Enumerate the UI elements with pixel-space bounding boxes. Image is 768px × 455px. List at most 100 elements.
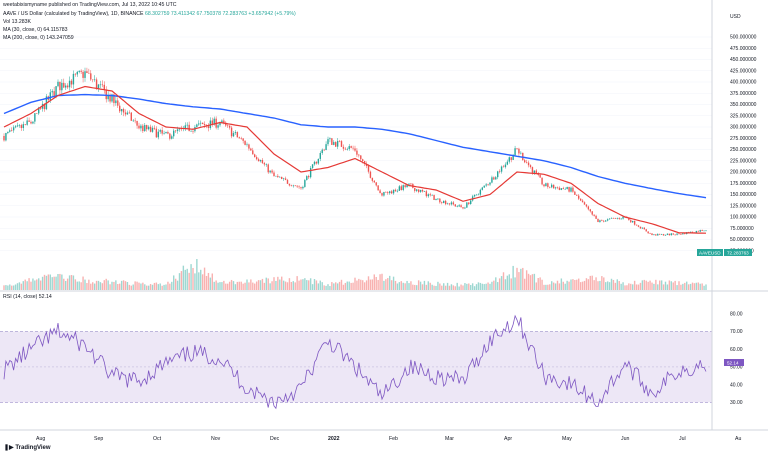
volume-bar xyxy=(282,280,285,290)
rsi-axis-tick: 70.00 xyxy=(730,329,743,335)
volume-bar xyxy=(400,281,402,290)
candle-body xyxy=(196,124,198,127)
volume-bar xyxy=(581,281,584,290)
volume-bar xyxy=(36,279,38,290)
volume-bar xyxy=(651,282,653,290)
volume-bar xyxy=(421,284,424,290)
volume-bar xyxy=(612,279,615,290)
volume-bar xyxy=(547,284,549,290)
candle-body xyxy=(549,186,551,188)
candle-body xyxy=(115,100,117,104)
volume-bar xyxy=(176,280,179,290)
candle-body xyxy=(647,231,649,234)
volume-bar xyxy=(468,283,470,290)
volume-bar xyxy=(410,281,412,290)
volume-bar xyxy=(9,284,11,290)
volume-bar xyxy=(250,279,252,290)
candle-body xyxy=(535,170,537,174)
time-axis-tick: Dec xyxy=(270,436,280,442)
volume-bar xyxy=(535,282,537,290)
symbol-line[interactable]: AAVE / US Dollar (calculated by TradingV… xyxy=(3,11,296,18)
volume-bar xyxy=(163,284,165,290)
candle-body xyxy=(161,130,163,134)
time-axis-tick: Mar xyxy=(445,436,454,442)
tradingview-logo[interactable]: ❚▶ TradingView xyxy=(4,444,51,451)
volume-bar xyxy=(238,281,240,290)
rsi-axis[interactable]: 80.00 70.00 60.00 50.00 40.00 30.00 xyxy=(730,312,743,406)
volume-bar xyxy=(254,283,256,290)
volume-bar xyxy=(255,281,258,290)
volume-bar xyxy=(120,280,123,290)
candle-body xyxy=(433,195,435,200)
candle-body xyxy=(72,73,75,85)
volume-bar xyxy=(192,267,194,290)
candle-body xyxy=(217,125,219,128)
candle-body xyxy=(601,220,603,221)
rsi-legend[interactable]: RSI (14, close) 52.14 xyxy=(3,294,52,300)
time-axis[interactable]: Aug Sep Oct Nov Dec 2022 Feb Mar Apr May Jun Jul Au xyxy=(36,436,741,442)
volume-bar xyxy=(491,281,493,290)
candle-body xyxy=(186,124,188,126)
volume-bar xyxy=(248,282,250,290)
ma30-legend[interactable]: MA (30, close, 0) 64.115783 xyxy=(3,27,68,33)
volume-bar xyxy=(173,275,175,290)
volume-bar xyxy=(80,282,82,290)
volume-bar xyxy=(178,273,181,290)
candle-body xyxy=(703,230,705,232)
volume-bar xyxy=(514,277,516,290)
volume-bar xyxy=(489,283,491,290)
volume-bar xyxy=(678,281,680,290)
candle-body xyxy=(593,214,595,216)
volume-bar xyxy=(317,283,320,290)
symbol-name[interactable]: AAVE / US Dollar (calculated by TradingV… xyxy=(3,11,144,17)
volume-bar xyxy=(344,282,347,290)
candle-body xyxy=(302,186,304,189)
candle-body xyxy=(200,122,202,124)
volume-bar xyxy=(306,280,308,290)
volume-bar xyxy=(433,285,435,290)
candle-body xyxy=(419,189,422,192)
volume-bar xyxy=(537,278,539,290)
candle-body xyxy=(572,187,574,192)
volume-bar xyxy=(182,265,185,290)
volume-bar xyxy=(45,275,48,290)
volume-bar xyxy=(201,274,204,290)
volume-bar xyxy=(419,281,422,290)
candle-body xyxy=(95,79,98,89)
volume-bar xyxy=(616,279,618,290)
volume-bar xyxy=(122,280,125,290)
volume-bar xyxy=(578,278,580,290)
volume-bar xyxy=(383,280,385,290)
volume-bar xyxy=(500,276,503,290)
candle-body xyxy=(130,112,132,121)
candle-body xyxy=(660,234,663,235)
volume-bar xyxy=(608,282,611,290)
candle-body xyxy=(329,138,331,140)
price-axis-tick: 125.000000 xyxy=(730,203,757,209)
volume-bar xyxy=(352,282,354,290)
price-axis[interactable]: USD 500.000000 475.000000 450.000000 425.000… xyxy=(730,14,757,254)
candle-body xyxy=(466,202,468,208)
vol-legend[interactable]: Vol 13.283K xyxy=(3,19,31,25)
ma200-legend[interactable]: MA (200, close, 0) 143.247059 xyxy=(3,35,74,41)
volume-bar xyxy=(284,281,287,290)
volume-bar xyxy=(144,284,146,290)
candle-body xyxy=(587,206,590,210)
volume-bar xyxy=(554,283,557,290)
candle-body xyxy=(120,109,123,112)
volume-bar xyxy=(34,280,36,290)
candle-body xyxy=(348,146,350,149)
candle-body xyxy=(543,184,545,187)
candle-body xyxy=(697,230,699,232)
candle-body xyxy=(666,233,669,235)
volume-bar xyxy=(647,281,649,290)
volume-bar xyxy=(59,273,61,290)
time-axis-tick: Aug xyxy=(36,436,45,442)
candle-body xyxy=(244,140,246,145)
candle-body xyxy=(452,202,455,205)
volume-bar xyxy=(618,281,620,290)
volume-bar xyxy=(402,282,404,290)
volume-bar xyxy=(342,284,345,290)
candle-body xyxy=(188,124,190,132)
volume-bar xyxy=(246,279,248,290)
